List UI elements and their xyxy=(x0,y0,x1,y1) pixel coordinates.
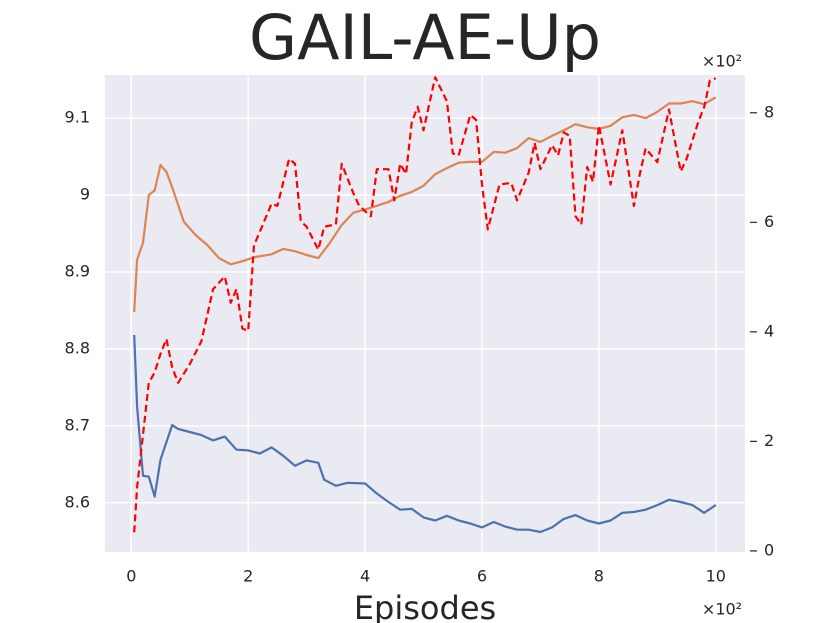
y2-tick-label: 6 xyxy=(764,212,774,231)
y2-tick-label: 4 xyxy=(764,321,774,340)
x-tick-label: 0 xyxy=(126,567,136,586)
line-series xyxy=(133,334,717,534)
x-multiplier: ×10² xyxy=(702,600,742,619)
x-tick-label: 6 xyxy=(477,567,487,586)
y2-tick-label: 2 xyxy=(764,431,774,450)
y-tick-label: 9 xyxy=(80,185,90,204)
y2-tick-label: 8 xyxy=(764,102,774,121)
line-series xyxy=(133,76,717,533)
y-tick-label: 8.7 xyxy=(65,415,90,434)
plot-background xyxy=(105,75,745,552)
x-tick-label: 4 xyxy=(360,567,370,586)
y2-tick-label: 0 xyxy=(764,540,774,559)
line-series xyxy=(133,96,717,313)
y-tick-label: 9.1 xyxy=(65,108,90,127)
x-tick-label: 2 xyxy=(243,567,253,586)
y-tick-label: 8.8 xyxy=(65,338,90,357)
y-tick-label: 8.6 xyxy=(65,492,90,511)
y-tick-label: 8.9 xyxy=(65,261,90,280)
x-tick-label: 10 xyxy=(706,567,726,586)
x-axis-label: Episodes xyxy=(354,589,496,623)
y2-multiplier: ×10² xyxy=(702,52,742,71)
x-tick-label: 8 xyxy=(594,567,604,586)
chart-title: GAIL-AE-Up xyxy=(249,1,601,74)
